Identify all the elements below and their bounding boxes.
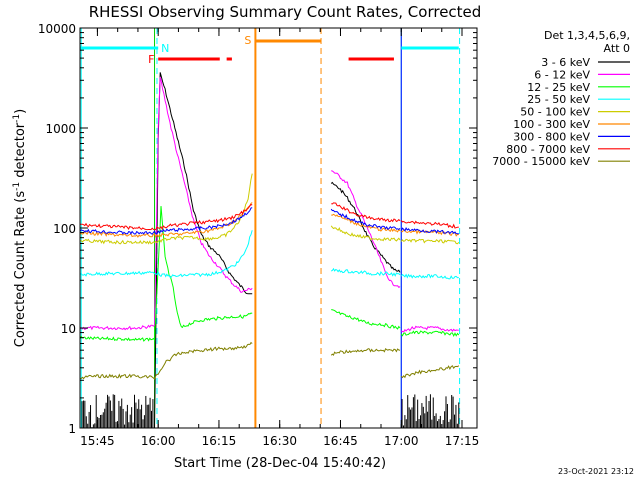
render-timestamp: 23-Oct-2021 23:12 bbox=[558, 467, 634, 476]
chart-title: RHESSI Observing Summary Count Rates, Co… bbox=[89, 3, 482, 21]
y-tick-label: 100 bbox=[53, 222, 76, 236]
series-line bbox=[79, 203, 253, 231]
legend-entry-label: 50 - 100 keV bbox=[520, 106, 590, 119]
x-tick-label: 16:45 bbox=[323, 434, 358, 448]
series-line bbox=[400, 227, 459, 235]
y-axis-label: Corrected Count Rate (s-1 detector-1) bbox=[12, 109, 28, 347]
y-tick-label: 10 bbox=[61, 322, 76, 336]
low-count-spikes bbox=[81, 394, 460, 428]
x-tick-label: 16:00 bbox=[141, 434, 176, 448]
series-line bbox=[331, 309, 401, 330]
y-tick-label: 10000 bbox=[38, 22, 76, 36]
legend-entry-label: 12 - 25 keV bbox=[527, 81, 590, 94]
series-line bbox=[79, 202, 253, 239]
series-9 bbox=[79, 341, 460, 380]
legend-entry-label: 300 - 800 keV bbox=[513, 130, 590, 143]
legend-header-attenuator: Att 0 bbox=[604, 42, 630, 55]
series-line bbox=[400, 238, 460, 245]
series-line bbox=[331, 170, 401, 289]
x-tick-label: 16:30 bbox=[262, 434, 297, 448]
x-tick-label: 17:15 bbox=[445, 434, 480, 448]
legend-entry-label: 6 - 12 keV bbox=[534, 68, 590, 81]
legend-entry-label: 3 - 6 keV bbox=[541, 56, 590, 69]
series-7 bbox=[79, 207, 459, 235]
series-line bbox=[79, 230, 253, 279]
y-tick-label: 1 bbox=[68, 422, 76, 436]
night-label: N bbox=[161, 42, 169, 55]
legend-entry-label: 25 - 50 keV bbox=[527, 93, 590, 106]
series-line bbox=[79, 173, 253, 245]
legend-entry-label: 100 - 300 keV bbox=[513, 118, 590, 131]
x-tick-label: 17:00 bbox=[384, 434, 419, 448]
series-line bbox=[79, 207, 253, 235]
legend-entry-label: 7000 - 15000 keV bbox=[492, 155, 590, 168]
series-4 bbox=[79, 230, 459, 280]
series-1 bbox=[80, 72, 459, 429]
series-line bbox=[400, 220, 459, 229]
flare-label: F bbox=[148, 53, 154, 66]
y-tick-label: 1000 bbox=[45, 122, 76, 136]
series-line bbox=[79, 341, 253, 380]
series-line bbox=[330, 267, 401, 277]
series-line bbox=[401, 325, 459, 333]
series-5 bbox=[79, 173, 460, 245]
series-line bbox=[400, 273, 459, 280]
series-8 bbox=[79, 202, 459, 231]
saa-label: S bbox=[244, 34, 251, 47]
series-line bbox=[79, 206, 253, 342]
x-tick-label: 16:15 bbox=[202, 434, 237, 448]
x-tick-label: 15:45 bbox=[80, 434, 115, 448]
series-line bbox=[330, 225, 401, 242]
series-lines bbox=[79, 72, 460, 429]
y-axis: 1 10 100 1000 10000 bbox=[38, 22, 477, 436]
x-axis-label: Start Time (28-Dec-04 15:40:42) bbox=[174, 456, 386, 471]
series-3 bbox=[79, 206, 460, 342]
series-line bbox=[330, 208, 401, 231]
series-line bbox=[330, 348, 401, 356]
series-line bbox=[400, 365, 460, 379]
legend-entry-label: 800 - 7000 keV bbox=[506, 143, 590, 156]
x-axis: 15:45 16:00 16:15 16:30 16:45 17:00 17:15 bbox=[80, 28, 479, 448]
series-line bbox=[331, 202, 401, 223]
series-2 bbox=[79, 76, 459, 333]
series-line bbox=[400, 330, 460, 337]
series-line bbox=[79, 76, 253, 331]
legend-header-detectors: Det 1,3,4,5,6,9, bbox=[544, 29, 630, 42]
series-line bbox=[330, 181, 401, 273]
series-line bbox=[80, 72, 253, 429]
